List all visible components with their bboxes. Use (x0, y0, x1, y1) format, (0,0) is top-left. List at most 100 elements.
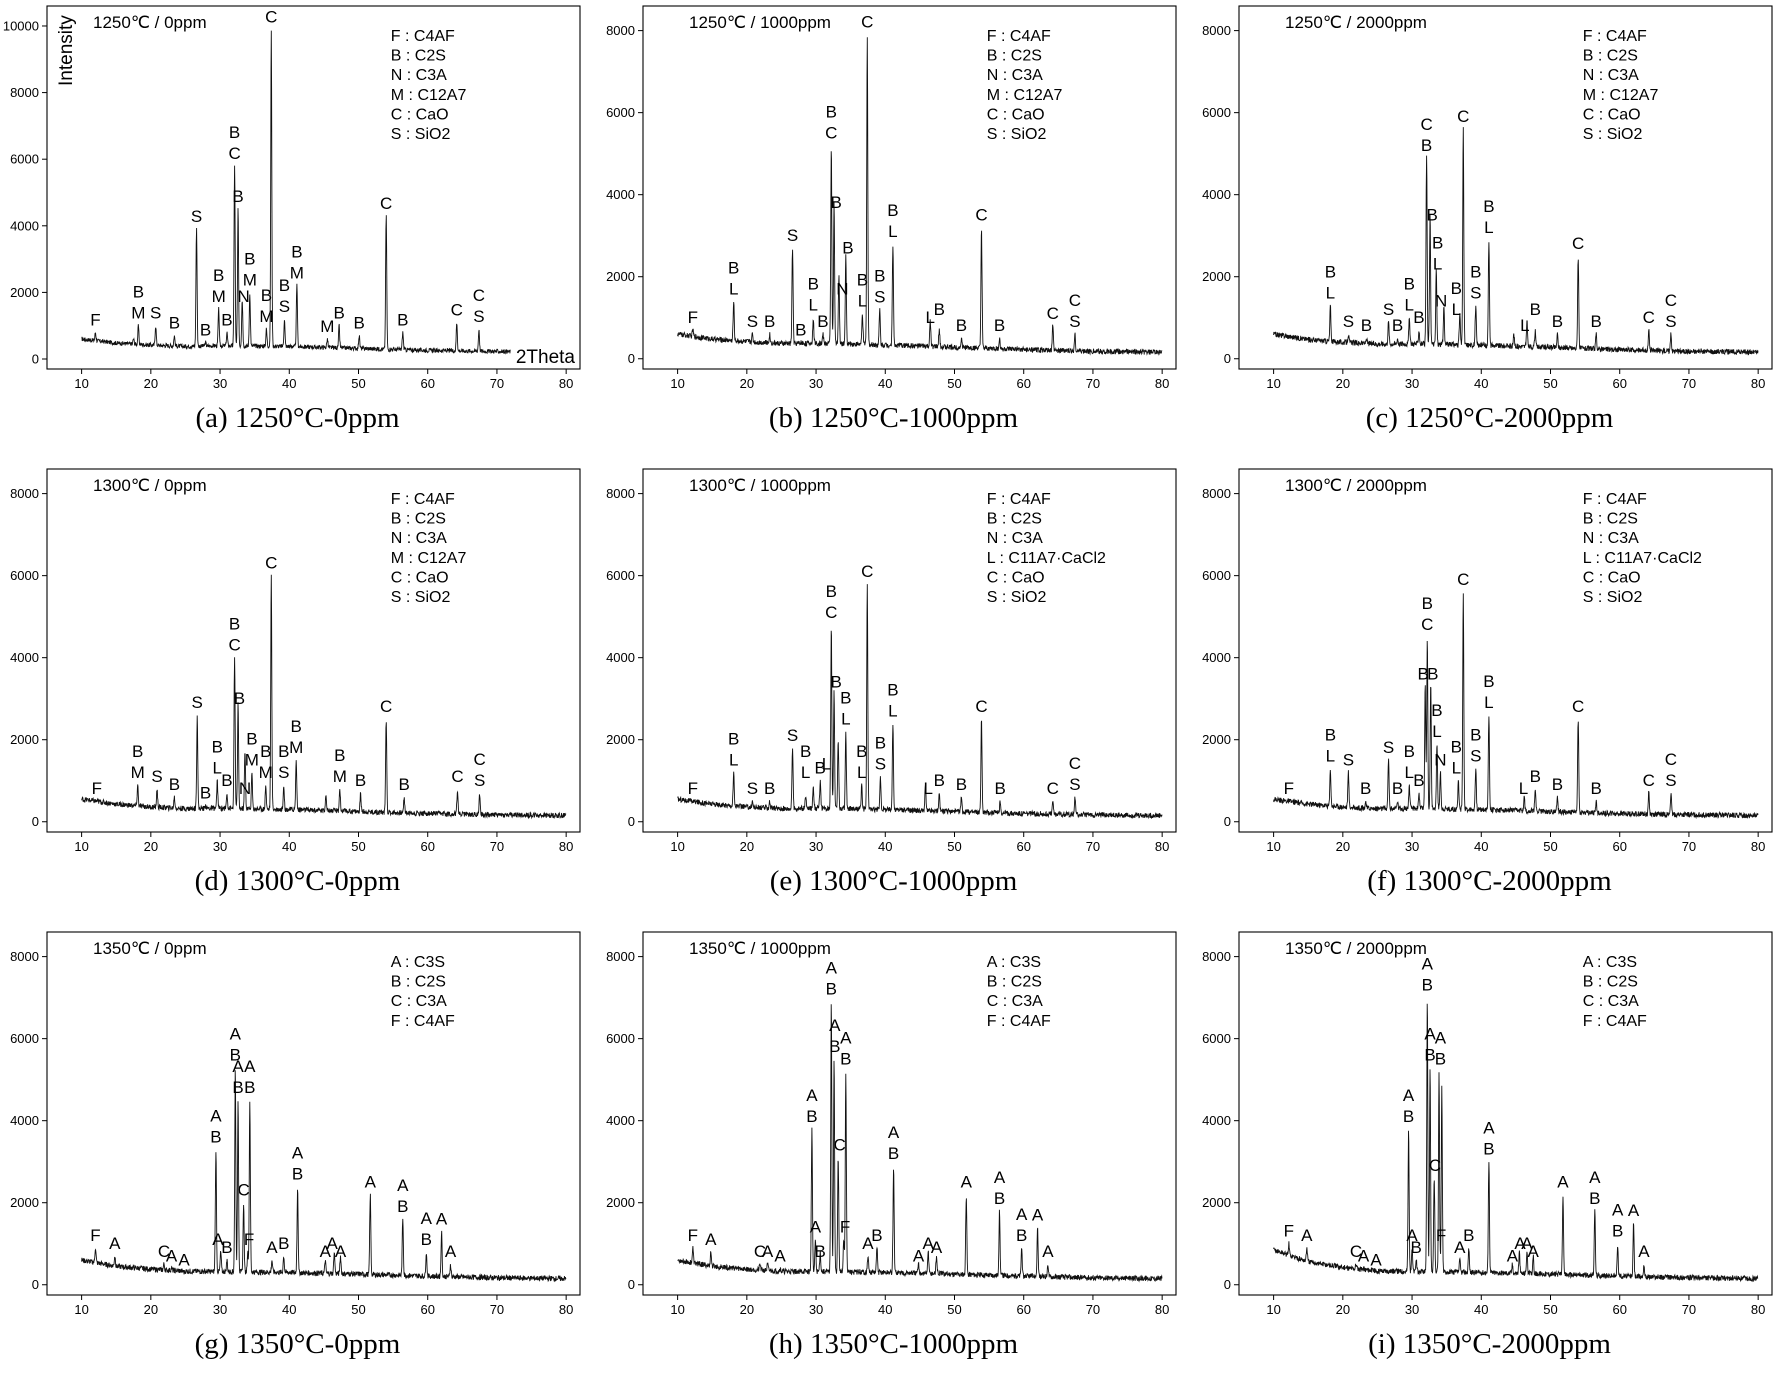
peak-label: L (213, 759, 222, 778)
x-tick-label: 80 (1751, 376, 1765, 391)
y-tick-label: 2000 (606, 1195, 635, 1210)
peak-label: B (1392, 316, 1403, 335)
peak-label: A (365, 1173, 377, 1192)
peak-label: C (228, 636, 240, 655)
peak-label: C (1643, 308, 1655, 327)
y-tick-label: 0 (1224, 814, 1231, 829)
legend-entry: B : C2S (1583, 974, 1638, 991)
peak-label: A (1638, 1242, 1650, 1261)
peak-label: B (244, 249, 255, 268)
peak-label: A (1370, 1250, 1382, 1269)
peak-label: B (994, 316, 1005, 335)
peak-label: B (232, 1078, 243, 1097)
peak-label: B (279, 276, 290, 295)
panel-title: 1250℃ / 1000ppm (689, 13, 831, 32)
panel-title: 1300℃ / 0ppm (93, 476, 207, 495)
peak-label: B (244, 1078, 255, 1097)
y-tick-label: 0 (32, 352, 39, 367)
panel-title: 1250℃ / 0ppm (93, 13, 207, 32)
legend-entry: B : C2S (1583, 48, 1638, 65)
xrd-pattern-chart: 10 20 30 40 50 60 70 80 0 2000 4000 6000 8000 10000 F B… (3, 5, 581, 391)
x-tick-label: 70 (1682, 839, 1696, 854)
peak-label: B (333, 304, 344, 323)
x-tick-label: 60 (1612, 376, 1626, 391)
legend: F : C4AF B : C2S N : C3A L : C11A7·CaCl2 C :… (987, 491, 1106, 606)
peak-label: A (1528, 1242, 1540, 1261)
x-tick-label: 30 (1405, 839, 1419, 854)
y-tick-label: 4000 (1202, 650, 1231, 665)
peak-label: B (887, 680, 898, 699)
peak-label: C (158, 1242, 170, 1261)
xrd-panel-7: 10 20 30 40 50 60 70 80 0 2000 4000 6000 8000 F A C A A A B… (0, 926, 595, 1389)
peak-label: A (109, 1234, 121, 1253)
panel-caption: (c) 1250°C-2000ppm (1365, 402, 1614, 434)
peak-label: C (265, 554, 277, 573)
x-tick-label: 50 (351, 1302, 365, 1317)
peak-label: C (975, 205, 987, 224)
x-tick-label: 30 (809, 839, 823, 854)
peak-label: B (1483, 672, 1494, 691)
peak-label: S (1383, 738, 1394, 757)
peak-label: C (1421, 615, 1433, 634)
y-tick-label: 4000 (1202, 187, 1231, 202)
y-tick-label: 6000 (606, 568, 635, 583)
plot-frame (642, 5, 1177, 370)
x-tick-label: 30 (213, 1302, 227, 1317)
peak-label: L (1405, 296, 1414, 315)
peak-label: M (131, 763, 145, 782)
peak-label: L (857, 763, 866, 782)
peak-label: B (842, 238, 853, 257)
x-tick-label: 10 (670, 839, 684, 854)
xrd-panel-4: 10 20 30 40 50 60 70 80 0 2000 4000 6000 8000 F B M S B S B… (0, 463, 595, 926)
legend-entry: F : C4AF (1583, 1013, 1647, 1030)
peak-label: S (151, 767, 162, 786)
y-tick-label: 8000 (606, 949, 635, 964)
peak-label: S (1470, 746, 1481, 765)
x-tick-label: 60 (1016, 376, 1030, 391)
x-tick-label: 10 (1266, 839, 1280, 854)
y-tick-label: 6000 (1202, 105, 1231, 120)
y-tick-label: 6000 (1202, 1031, 1231, 1046)
peak-label: A (445, 1242, 457, 1261)
peak-label: A (1483, 1119, 1495, 1138)
peak-label: B (826, 980, 837, 999)
peak-label: B (221, 310, 232, 329)
legend-entry: S : SiO2 (1583, 126, 1643, 143)
legend: F : C4AF B : C2S N : C3A M : C12A7 C : CaO S … (391, 491, 467, 606)
peak-label: B (292, 1164, 303, 1183)
x-tick-label: 10 (74, 1302, 88, 1317)
peak-label: B (1530, 767, 1541, 786)
peak-label: B (212, 738, 223, 757)
plot-frame (1238, 931, 1773, 1296)
y-tick-label: 4000 (10, 1113, 39, 1128)
y-tick-label: 4000 (606, 1113, 635, 1128)
peak-label: C (1665, 291, 1677, 310)
peak-label: B (1413, 771, 1424, 790)
legend-entry: M : C12A7 (391, 87, 467, 104)
panel-caption: (d) 1300°C-0ppm (194, 865, 401, 897)
x-tick-label: 40 (1474, 839, 1488, 854)
x-tick-label: 50 (1543, 1302, 1557, 1317)
y-tick-label: 8000 (1202, 949, 1231, 964)
peak-label: L (1484, 218, 1493, 237)
legend: F : C4AF B : C2S N : C3A L : C11A7·CaCl2 C :… (1583, 491, 1702, 606)
xrd-panel-5: 10 20 30 40 50 60 70 80 0 2000 4000 6000 8000 F B L S B S B… (596, 463, 1191, 926)
peak-label: B (1431, 701, 1442, 720)
peak-label: B (1589, 1189, 1600, 1208)
peak-label: B (1530, 300, 1541, 319)
peak-label: B (1413, 308, 1424, 327)
plot-frame (46, 931, 581, 1296)
y-tick-label: 2000 (1202, 1195, 1231, 1210)
legend-entry: C : C3A (1583, 993, 1639, 1010)
y-tick-label: 2000 (10, 732, 39, 747)
x-tick-label: 70 (1086, 839, 1100, 854)
y-tick-label: 4000 (10, 650, 39, 665)
peak-label: B (887, 201, 898, 220)
peak-label: A (1042, 1242, 1054, 1261)
x-tick-label: 80 (1751, 1302, 1765, 1317)
x-tick-label: 40 (282, 839, 296, 854)
legend: A : C3S B : C2S C : C3A F : C4AF (1583, 954, 1647, 1030)
legend-entry: L : C11A7·CaCl2 (1583, 550, 1702, 567)
